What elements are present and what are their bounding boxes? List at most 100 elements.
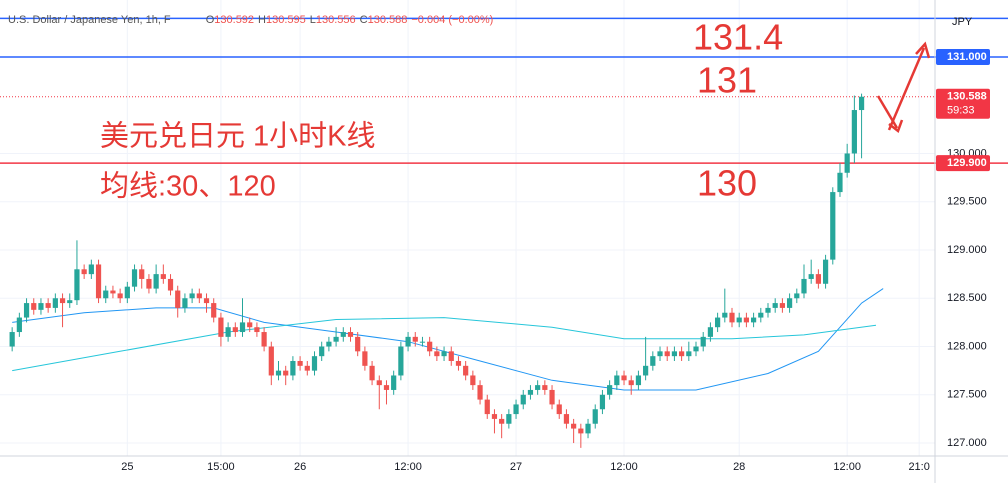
candle-body xyxy=(38,303,44,310)
candle-body xyxy=(585,423,591,434)
candle-body xyxy=(9,332,15,347)
arrow-head xyxy=(915,41,931,59)
candle-body xyxy=(729,312,735,323)
candle-body xyxy=(750,317,757,323)
candle-body xyxy=(203,298,210,304)
ohlc-label: H xyxy=(258,14,266,26)
candle-body xyxy=(808,274,814,279)
arrow-down xyxy=(876,95,899,129)
ma-line xyxy=(12,317,877,372)
candle-body xyxy=(520,394,526,405)
subtitle: 均线:30、120 xyxy=(100,170,276,203)
candle-body xyxy=(232,327,238,333)
candle-body xyxy=(441,351,447,357)
ohlc-value: 130.588 xyxy=(368,14,408,26)
candle-body xyxy=(196,293,202,299)
x-tick-label: 28 xyxy=(733,461,745,473)
y-tick-label: 128.000 xyxy=(947,340,987,352)
candle-body xyxy=(607,385,613,395)
candle-body xyxy=(657,351,663,357)
y-tick-label: 127.000 xyxy=(947,437,987,449)
candle-body xyxy=(261,332,267,347)
candle-body xyxy=(103,290,109,299)
price-tag xyxy=(936,88,990,119)
x-tick-label: 27 xyxy=(510,461,522,473)
candle-body xyxy=(412,336,418,342)
y-tick-label: 129.000 xyxy=(947,244,987,256)
candle-body xyxy=(254,327,260,333)
x-tick-label: 15:00 xyxy=(207,461,235,473)
candle-body xyxy=(693,346,699,352)
candle-body xyxy=(686,351,692,357)
candle-body xyxy=(376,380,382,386)
ohlc-value: 130.595 xyxy=(266,14,306,26)
candle-body xyxy=(67,300,73,304)
x-tick-label: 12:00 xyxy=(833,461,861,473)
candle-body xyxy=(434,351,440,357)
candle-body xyxy=(772,303,778,308)
candle-body xyxy=(664,351,670,357)
title: 美元兑日元 1小时K线 xyxy=(100,120,376,153)
candle-body xyxy=(340,332,346,337)
candle-body xyxy=(247,322,253,328)
arrows xyxy=(876,41,931,134)
candle-body xyxy=(275,370,282,376)
ohlc-label: L xyxy=(310,14,316,26)
candle-body xyxy=(563,414,570,424)
price-tag xyxy=(936,155,990,172)
candle-body xyxy=(131,269,138,287)
annotation: 131 xyxy=(697,60,757,101)
candle-body xyxy=(455,360,462,366)
y-tick-label: 128.500 xyxy=(947,292,987,304)
candle-body xyxy=(218,317,224,337)
candle-body xyxy=(679,351,685,357)
candle-body xyxy=(592,409,598,424)
candle-body xyxy=(743,317,750,323)
candle-body xyxy=(398,346,404,376)
candle-body xyxy=(182,298,188,308)
candle-body xyxy=(362,351,368,366)
candle-body xyxy=(311,356,318,371)
candle-body xyxy=(268,346,274,376)
candle-body xyxy=(477,385,483,400)
candle-body xyxy=(671,351,678,357)
symbol: U.S. Dollar / Japanese Yen, 1h, F xyxy=(8,14,171,26)
x-tick-label: 25 xyxy=(121,461,133,473)
candle-body xyxy=(621,375,627,381)
candle-body xyxy=(549,389,555,405)
candle-body xyxy=(470,375,476,386)
candle-body xyxy=(506,414,512,424)
candle-body xyxy=(319,346,325,357)
candle-body xyxy=(146,278,152,289)
candle-body xyxy=(124,286,130,299)
candle-body xyxy=(355,336,361,352)
candle-body xyxy=(722,312,728,318)
price-tag-label: 129.900 xyxy=(947,157,987,169)
candle-body xyxy=(614,375,620,386)
candle-body xyxy=(822,259,829,284)
candle-body xyxy=(830,192,836,260)
candle-body xyxy=(499,418,505,424)
change: −0.004 (−0.00%) xyxy=(411,14,493,26)
candle-body xyxy=(765,307,771,313)
x-tick-label: 21:0 xyxy=(908,461,929,473)
candle-body xyxy=(513,404,519,415)
candle-body xyxy=(448,351,454,361)
candle-body xyxy=(405,336,411,347)
ohlc-label: C xyxy=(360,14,368,26)
candle-body xyxy=(81,269,87,275)
candle-body xyxy=(635,375,642,386)
candle-body xyxy=(535,385,541,390)
candle-body xyxy=(153,274,159,289)
candle-body xyxy=(189,293,195,299)
price-tag-label: 131.000 xyxy=(947,51,987,63)
annotation: 130 xyxy=(697,163,757,204)
candle-body xyxy=(283,370,289,376)
candle-body xyxy=(88,264,94,275)
candle-body xyxy=(297,360,303,366)
candle-body xyxy=(491,414,498,419)
candle-body xyxy=(225,327,231,337)
currency: JPY xyxy=(952,16,973,28)
candle-body xyxy=(758,312,764,318)
